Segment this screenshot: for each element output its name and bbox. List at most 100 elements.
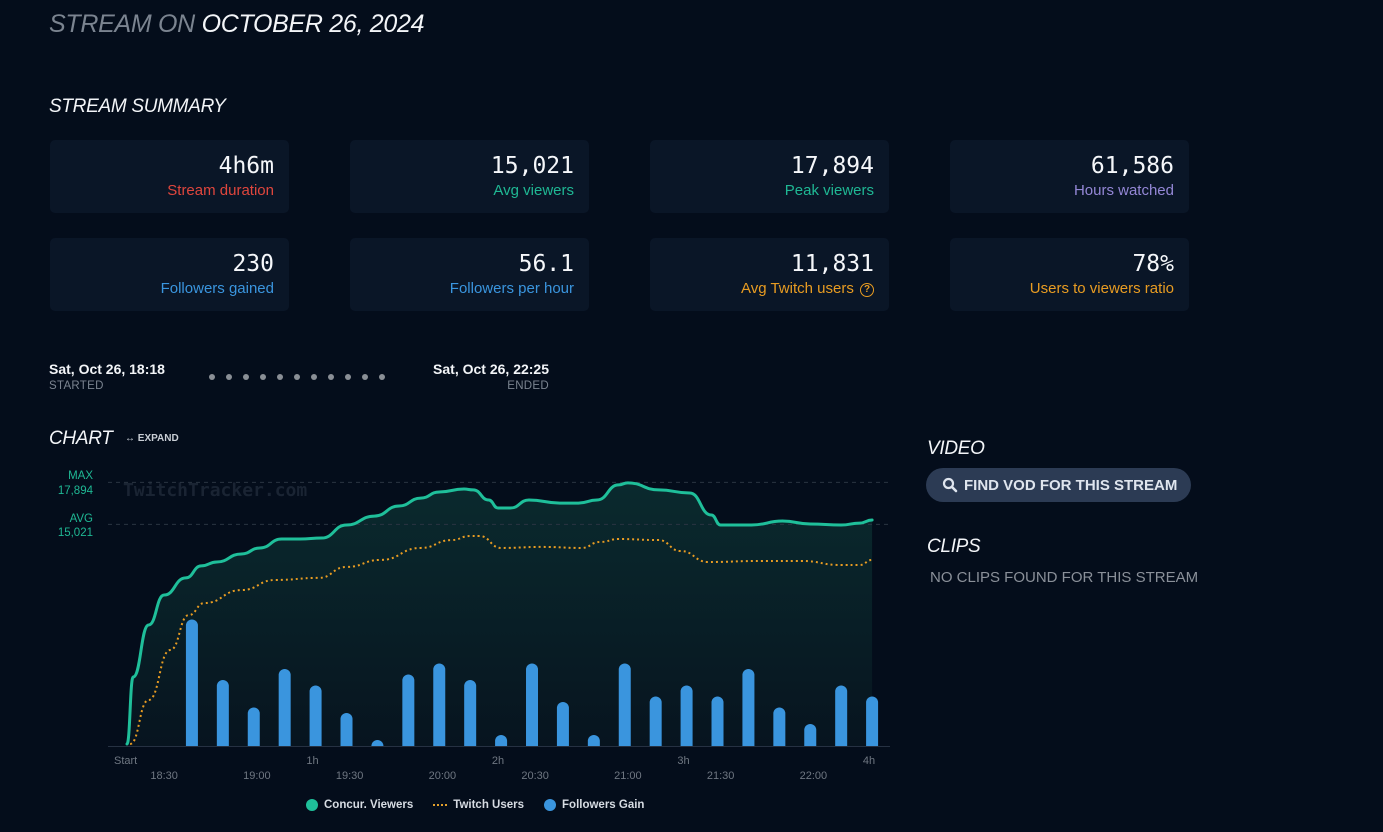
no-clips-message: NO CLIPS FOUND FOR THIS STREAM [930,569,1199,586]
start-time: Sat, Oct 26, 18:18 [49,361,165,377]
card-label-text: Followers gained [160,280,274,297]
card-label: Followers per hour [350,280,574,298]
followers-bar [804,724,817,746]
followers-bar [773,707,786,746]
card-value: 56.1 [518,251,574,277]
card-label: Peak viewers [650,182,874,200]
followers-bar [556,702,569,746]
timeline-dot [243,374,249,380]
stream-start: Sat, Oct 26, 18:18 STARTED [49,361,165,392]
summary-card: 78% Users to viewers ratio [950,238,1189,311]
legend-label: Followers Gain [562,799,645,811]
chart-watermark: TwitchTracker.com [123,480,307,501]
x-tick-clock: 20:00 [429,770,457,782]
followers-bar [216,680,229,746]
followers-bar [742,669,755,746]
followers-bar [278,669,291,746]
end-label: ENDED [507,380,549,392]
legend-label: Twitch Users [453,799,525,811]
expand-label: EXPAND [137,433,179,444]
help-circle-icon[interactable]: ? [860,283,874,297]
x-tick-elapsed: 2h [492,755,504,767]
find-vod-button[interactable]: FIND VOD FOR THIS STREAM [926,468,1191,502]
followers-bar [433,663,446,746]
x-tick-elapsed: 3h [677,755,689,767]
followers-bar [866,696,879,746]
timeline-dot [345,374,351,380]
timeline-dot [294,374,300,380]
timeline-dot [328,374,334,380]
legend-item[interactable]: Twitch Users [433,799,524,811]
expand-arrows-icon: ↔ [125,433,135,444]
card-value: 78% [1132,251,1174,277]
card-label: Hours watched [950,182,1174,200]
max-label: MAX [68,470,93,482]
card-label-text: Avg Twitch users [740,280,854,297]
chart-legend: Concur. Viewers Twitch Users Followers Gai… [306,799,664,811]
legend-item[interactable]: Followers Gain [544,799,644,811]
card-label-text: Avg viewers [493,182,574,199]
x-tick-elapsed: 4h [863,755,875,767]
x-tick-elapsed: 1h [306,755,318,767]
x-tick-elapsed: Start [114,755,137,767]
viewers-area [127,482,873,746]
card-label-text: Users to viewers ratio [1029,280,1174,297]
card-label: Avg viewers [350,182,574,200]
followers-bar [371,740,384,746]
card-label-text: Stream duration [167,182,274,199]
followers-bar [247,707,260,746]
summary-card: 17,894 Peak viewers [650,140,889,213]
summary-card: 56.1 Followers per hour [350,238,589,311]
legend-swatch [306,799,318,811]
expand-button[interactable]: ↔ EXPAND [125,433,179,444]
avg-label: AVG [70,513,93,525]
card-value: 17,894 [790,153,874,179]
start-label: STARTED [49,380,104,392]
timeline-dot [311,374,317,380]
card-value: 61,586 [1090,153,1174,179]
timeline-dot [277,374,283,380]
timeline-dot [209,374,215,380]
followers-bar [835,685,848,746]
followers-bar [495,735,508,746]
card-value: 15,021 [490,153,574,179]
followers-bar [464,680,477,746]
clips-heading: CLIPS [927,536,981,557]
x-tick-clock: 19:30 [336,770,364,782]
stream-end: Sat, Oct 26, 22:25 ENDED [431,361,549,392]
legend-label: Concur. Viewers [324,799,414,811]
timeline-dot [362,374,368,380]
followers-bar [649,696,662,746]
card-label: Avg Twitch users ? [650,280,874,298]
timeline-dot [379,374,385,380]
followers-bar [526,663,539,746]
card-value: 11,831 [790,251,874,277]
followers-bar [618,663,631,746]
summary-card: 4h6m Stream duration [50,140,289,213]
card-label-text: Peak viewers [784,182,874,199]
followers-bar [680,685,693,746]
legend-swatch [544,799,557,811]
summary-card: 11,831 Avg Twitch users ? [650,238,889,311]
viewers-line [125,481,874,746]
chart-heading: CHART [49,428,113,449]
x-tick-clock: 20:30 [521,770,549,782]
stream-chart: MAX 17,894 AVG 15,021 TwitchTracker.com … [58,470,890,782]
card-label-text: Followers per hour [449,280,574,297]
card-value: 230 [232,251,274,277]
card-label: Followers gained [50,280,274,298]
followers-bar [402,674,415,746]
title-prefix: STREAM ON [49,10,195,38]
stream-summary-heading: STREAM SUMMARY [49,96,226,117]
card-label: Users to viewers ratio [950,280,1174,298]
legend-swatch [433,804,448,806]
card-value: 4h6m [218,153,274,179]
twitch-users-line [129,534,873,745]
followers-bar [711,696,724,746]
legend-item[interactable]: Concur. Viewers [306,799,413,811]
max-value: 17,894 [58,485,94,497]
search-icon [942,477,958,493]
x-tick-clock: 19:00 [243,770,271,782]
followers-bar [587,735,600,746]
followers-bar [185,619,198,746]
